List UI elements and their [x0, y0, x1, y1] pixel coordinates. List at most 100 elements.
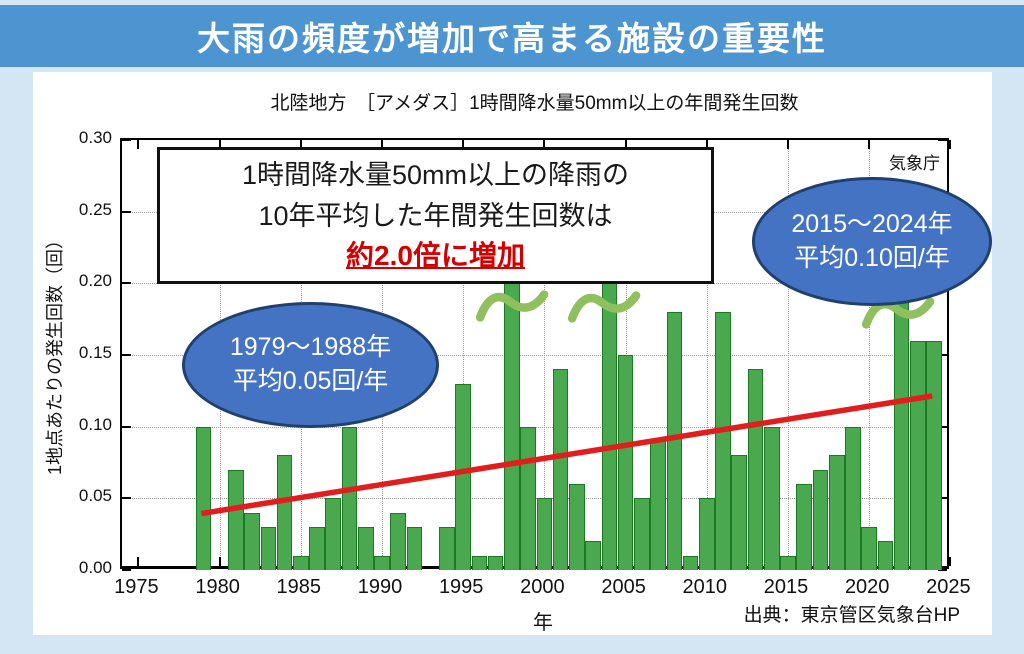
bar-2001 [552, 369, 569, 570]
bar-2016 [796, 484, 813, 570]
bar-2024 [926, 340, 942, 570]
x-tick-top [624, 140, 627, 149]
y-tick-label: 0.15 [78, 343, 112, 362]
bar-2020 [861, 527, 877, 570]
bar-2004 [601, 283, 618, 570]
callout-line-1: 1時間降水量50mm以上の降雨の [241, 160, 630, 190]
y-tick [122, 497, 131, 500]
x-tick-top [543, 140, 546, 149]
bar-2019 [845, 426, 861, 570]
axis-break-icon [567, 291, 641, 323]
bar-1988 [341, 426, 358, 570]
bar-1990 [374, 555, 390, 570]
y-tick [122, 139, 131, 141]
bar-2008 [666, 312, 683, 570]
gridline-x [706, 140, 708, 566]
y-tick-label: 0.30 [78, 128, 112, 147]
x-tick-label: 2005 [601, 576, 646, 598]
bar-2013 [747, 369, 764, 570]
chart-title: 北陸地方 ［アメダス］1時間降水量50mm以上の年間発生回数 [270, 93, 799, 114]
ellipse-right-line-1: 2015〜2024年 [791, 209, 953, 238]
page-title: 大雨の頻度が増加で高まる施設の重要性 [0, 5, 1024, 67]
y-tick-label: 0.25 [78, 199, 112, 219]
y-tick [122, 354, 131, 356]
bar-2006 [634, 498, 650, 570]
y-tick-right [938, 497, 947, 500]
bar-2002 [569, 484, 585, 570]
bar-1982 [244, 512, 260, 570]
bar-2009 [682, 555, 699, 570]
x-tick-top [949, 140, 952, 149]
bar-2018 [828, 455, 845, 570]
x-tick-label: 1980 [195, 576, 240, 598]
gridline-x [463, 140, 465, 566]
y-tick [122, 210, 131, 213]
gridline-x [625, 140, 627, 566]
bar-1998 [504, 283, 520, 570]
axis-break-icon [861, 297, 935, 329]
y-tick-right [938, 569, 947, 571]
bar-1985 [293, 555, 309, 570]
bar-2012 [731, 455, 748, 570]
x-tick-label: 1985 [276, 576, 322, 598]
bar-1981 [228, 469, 244, 570]
agency-label: 気象庁 [889, 154, 940, 173]
bar-1999 [520, 426, 536, 570]
ellipse-left-line-1: 1979〜1988年 [229, 333, 392, 362]
bar-1995 [455, 383, 471, 570]
gridline-y [122, 355, 947, 356]
bar-1983 [260, 527, 277, 570]
x-tick-top [299, 140, 302, 149]
gridline-x [788, 140, 789, 566]
bar-2005 [617, 355, 634, 570]
source-note: 出典：東京管区気象台HP [743, 605, 960, 626]
bar-2021 [877, 541, 894, 570]
y-tick [122, 425, 131, 428]
x-tick-label: 1990 [357, 576, 403, 598]
bar-2017 [812, 469, 829, 570]
y-tick-label: 0.05 [78, 486, 112, 506]
x-tick-top [218, 140, 221, 149]
y-tick-label: 0.00 [78, 558, 112, 577]
bar-2023 [910, 340, 926, 570]
bar-2007 [650, 441, 666, 570]
y-tick-label: 0.10 [78, 414, 112, 434]
bar-2010 [699, 498, 715, 570]
bar-1986 [309, 527, 325, 570]
y-tick-right [938, 354, 947, 356]
gridline-x [544, 140, 546, 566]
y-tick [122, 282, 131, 285]
x-tick-top [137, 140, 140, 149]
bar-1987 [325, 498, 342, 570]
bar-1994 [439, 527, 455, 570]
callout-ellipse-early-period: 1979〜1988年 平均0.05回/年 [182, 302, 439, 428]
x-tick-label: 1995 [438, 576, 484, 598]
y-tick [122, 569, 131, 571]
x-tick-label: 2000 [520, 576, 565, 598]
x-tick-label: 2015 [763, 576, 809, 598]
bar-1997 [487, 555, 504, 570]
x-tick-top [705, 140, 708, 149]
bar-2011 [715, 312, 731, 570]
y-tick-label: 0.20 [78, 271, 112, 291]
bar-2000 [536, 498, 553, 570]
x-tick-top [868, 140, 871, 149]
x-tick-top [787, 140, 789, 149]
x-tick-top [381, 140, 383, 149]
bar-1989 [357, 527, 374, 570]
callout-line-3: 約2.0倍に増加 [346, 240, 525, 271]
bar-1991 [390, 512, 407, 570]
x-tick-label: 2025 [926, 576, 971, 598]
x-axis-title: 年 [533, 612, 553, 634]
bar-2003 [585, 541, 601, 570]
bar-1996 [471, 555, 488, 570]
bar-1984 [276, 455, 293, 570]
axis-break-icon [475, 290, 549, 322]
y-tick-right [938, 139, 947, 141]
x-tick-label: 1975 [114, 576, 159, 598]
bar-1979 [195, 426, 212, 570]
x-tick [137, 557, 140, 566]
x-tick-label: 2010 [682, 576, 728, 598]
x-tick [218, 557, 221, 566]
